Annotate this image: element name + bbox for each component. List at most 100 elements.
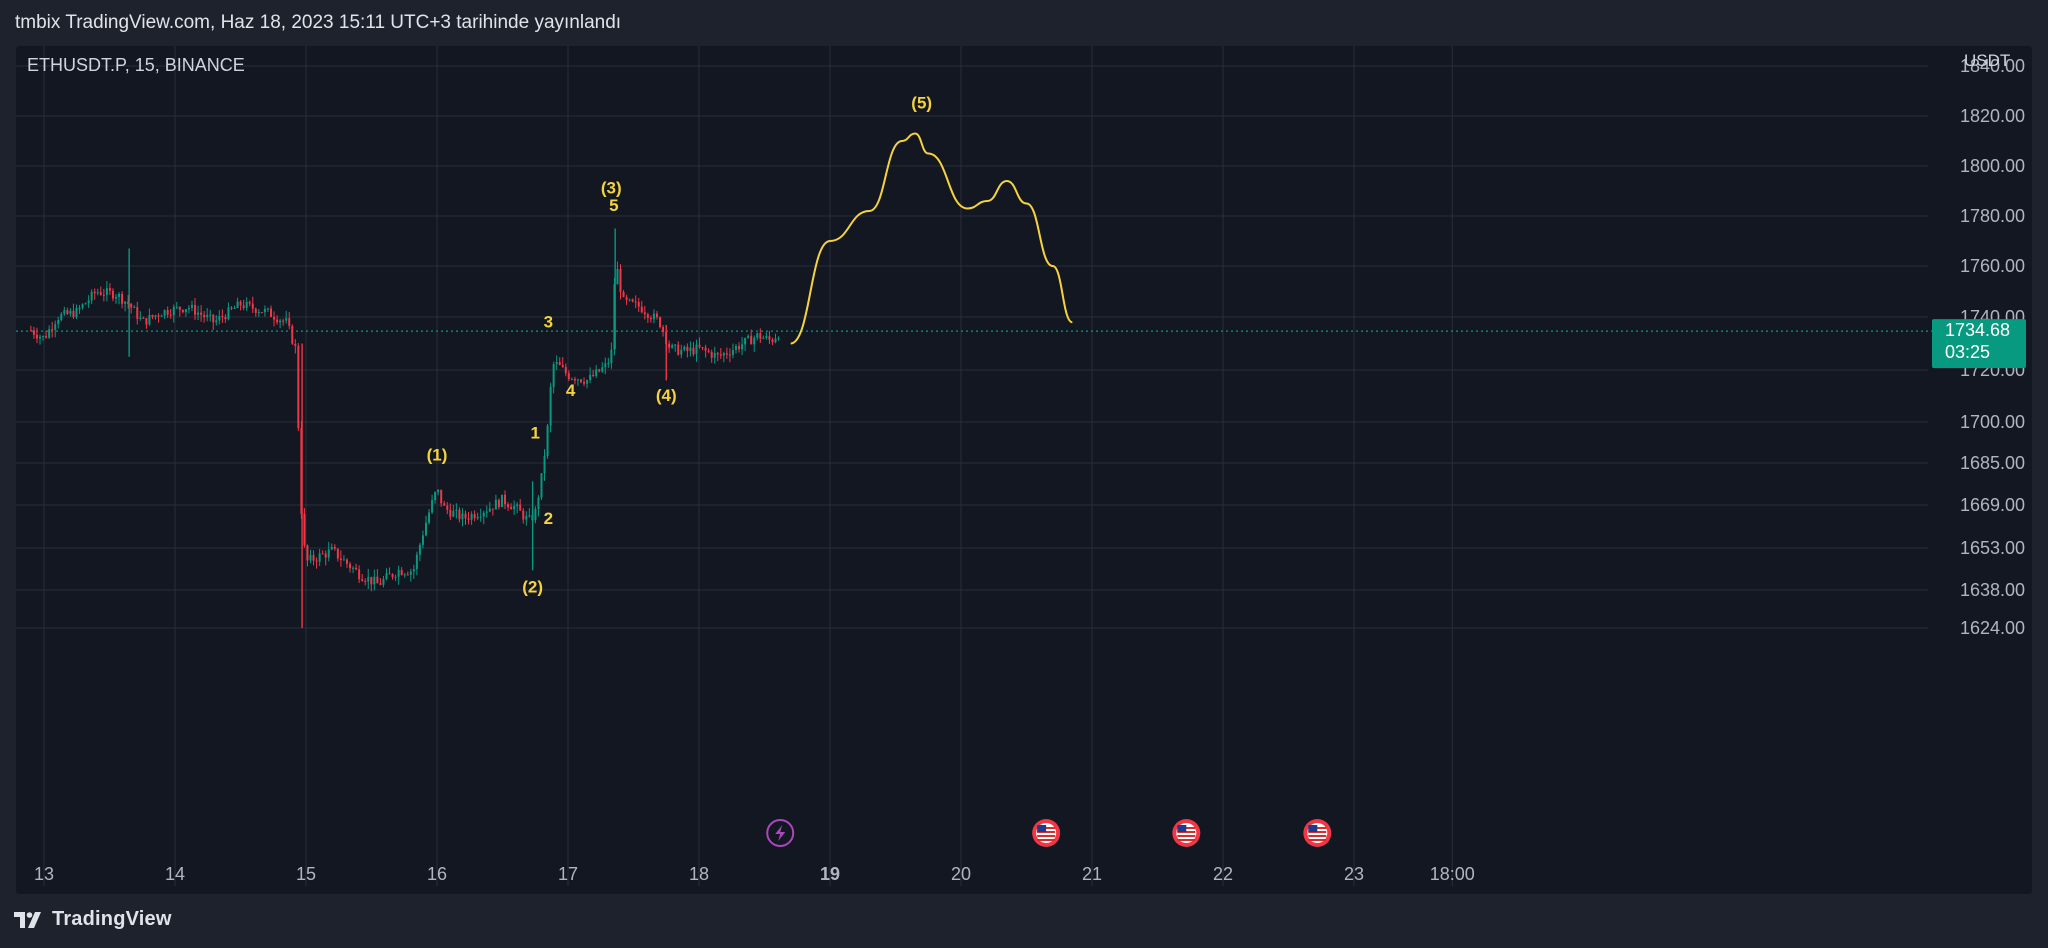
wave-label[interactable]: 3 — [544, 313, 553, 332]
candle-body — [327, 549, 330, 558]
wave-label[interactable]: 2 — [544, 509, 553, 528]
wave-label[interactable]: (1) — [427, 445, 448, 464]
candle-body — [576, 379, 579, 381]
candle-body — [45, 335, 48, 338]
candle-body — [345, 559, 348, 564]
candle-body — [139, 317, 142, 319]
candle-body — [768, 336, 771, 340]
candle-body — [93, 291, 96, 294]
candle-body — [634, 301, 637, 303]
event-markers[interactable] — [766, 819, 1332, 847]
candle-body — [394, 576, 397, 578]
candle-body — [397, 570, 400, 577]
candle-body — [652, 313, 655, 320]
candle-body — [731, 350, 734, 355]
footer: TradingView — [0, 894, 2048, 948]
candle-body — [382, 579, 385, 585]
candle-body — [677, 344, 680, 355]
chart-panel[interactable]: (1) (2) 1 2 3 4 (3) 5 (4) (5) 1840.00 1820.00 1800.… — [16, 46, 2032, 894]
candle-body — [713, 352, 716, 358]
time-tick-label: 23 — [1344, 864, 1364, 884]
candle-body — [734, 346, 737, 351]
candle-body — [321, 553, 324, 555]
candle-body — [522, 510, 525, 520]
flag-stripe — [1308, 839, 1327, 841]
candle-body — [525, 515, 528, 520]
candle-body — [114, 296, 117, 299]
time-tick-label: 14 — [165, 864, 185, 884]
candle-body — [84, 303, 87, 305]
wave-label[interactable]: (3) — [601, 179, 622, 198]
candle-body — [513, 506, 516, 510]
wave-label[interactable]: (5) — [911, 94, 932, 113]
candle-body — [166, 310, 169, 315]
currency-label: USDT — [1964, 51, 2010, 70]
time-tick-label: 18 — [689, 864, 709, 884]
candle-body — [674, 344, 677, 346]
candle-body — [364, 580, 367, 582]
candle-body — [96, 292, 99, 294]
flag-stripe — [1037, 839, 1056, 841]
candle-body — [476, 516, 479, 519]
candle-body — [428, 512, 431, 523]
candle-body — [178, 306, 181, 310]
candle-body — [540, 473, 543, 498]
tradingview-logo[interactable]: TradingView — [14, 908, 172, 931]
price-tick-label: 1840.00 — [1960, 56, 2025, 76]
candle-body — [203, 314, 206, 318]
candle-body — [242, 305, 245, 308]
candle-body — [716, 352, 719, 355]
candle-body — [695, 344, 698, 355]
flag-stripe — [1177, 835, 1196, 837]
candle-body — [750, 335, 753, 345]
candle-body — [659, 317, 662, 328]
candle-body — [388, 573, 391, 575]
candle-body — [555, 362, 558, 365]
candle-body — [689, 347, 692, 352]
grid-lines — [16, 46, 1928, 886]
candle-body — [464, 513, 467, 519]
candle-body — [78, 307, 81, 309]
candle-body — [646, 314, 649, 318]
candle-body — [710, 351, 713, 358]
candle-body — [282, 320, 285, 322]
time-axis[interactable]: 13 14 15 16 17 18 19 20 21 22 23 18:00 — [34, 864, 1475, 884]
candle-body — [698, 344, 701, 348]
wave-label[interactable]: (2) — [522, 578, 543, 597]
candle-body — [29, 330, 32, 332]
candle-body — [194, 304, 197, 315]
symbol-label[interactable]: ETHUSDT.P, 15, BINANCE — [27, 55, 245, 75]
candle-body — [385, 573, 388, 580]
price-axis[interactable]: 1840.001820.001800.001780.001760.001740.… — [1960, 56, 2025, 638]
candle-body — [358, 569, 361, 580]
candle-body — [333, 546, 336, 549]
candle-body — [315, 560, 318, 562]
candle-body — [586, 380, 589, 384]
candle-body — [409, 571, 412, 575]
lightning-glyph — [775, 825, 786, 841]
candle-body — [589, 374, 592, 381]
wave-label[interactable]: 4 — [566, 381, 576, 400]
candle-body — [367, 576, 370, 582]
candle-body — [771, 339, 774, 343]
candle-body — [552, 364, 555, 388]
candle-body — [467, 518, 470, 520]
candle-body — [610, 349, 613, 364]
candle-body — [595, 369, 598, 377]
price-tick-label: 1820.00 — [1960, 106, 2025, 126]
candle-body — [39, 336, 42, 339]
wave-label[interactable]: 5 — [609, 196, 618, 215]
candle-body — [549, 387, 552, 426]
candle-body — [266, 308, 269, 310]
candle-body — [643, 312, 646, 315]
candle-body — [613, 284, 616, 350]
candle-body — [187, 307, 190, 310]
candle-body — [680, 349, 683, 355]
wave-label[interactable]: (4) — [656, 386, 677, 405]
wave-label[interactable]: 1 — [531, 423, 540, 442]
candle-body — [224, 317, 227, 320]
candle-body — [500, 494, 503, 507]
lightning-icon[interactable] — [766, 819, 795, 847]
time-tick-label: 19 — [820, 864, 840, 884]
